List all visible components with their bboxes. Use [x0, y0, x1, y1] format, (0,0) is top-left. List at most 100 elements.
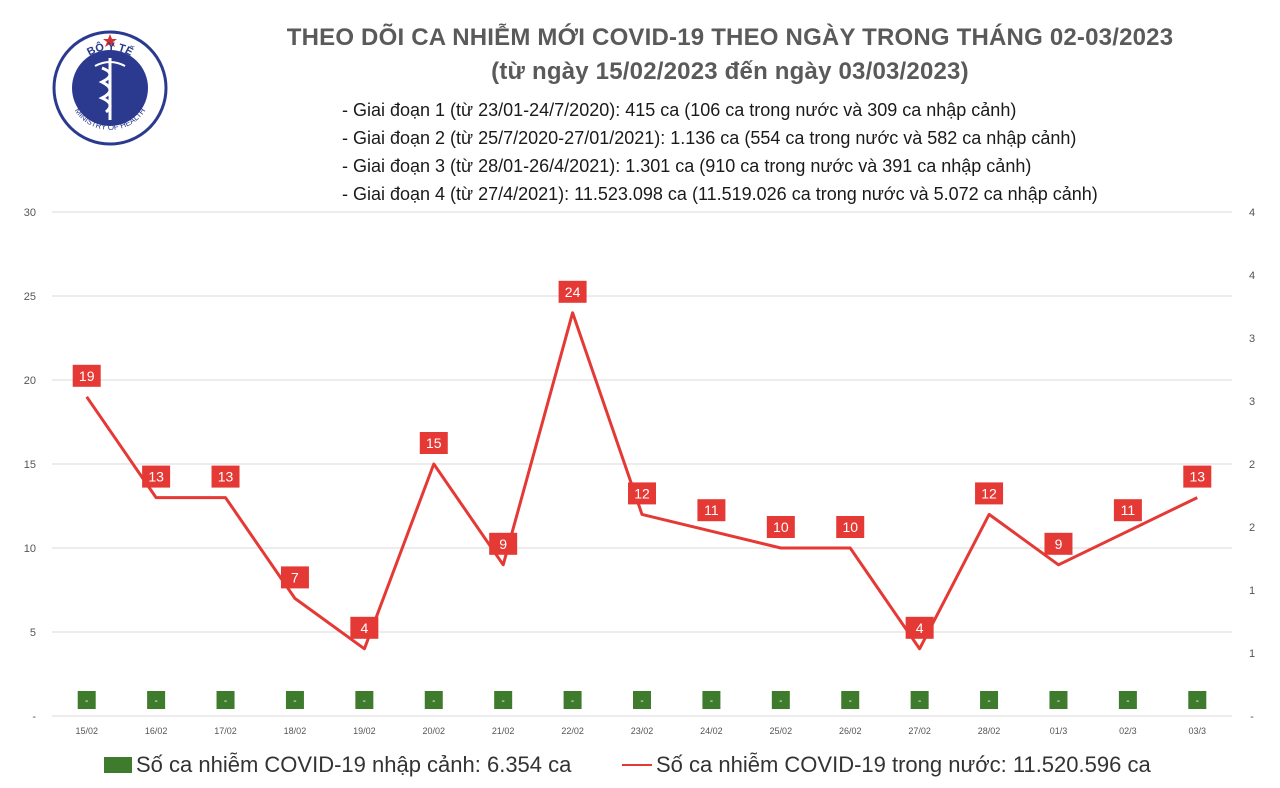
data-label-box: [419, 432, 448, 454]
x-axis: 15/02 16/02 17/02 18/02 19/02 20/02 21/02 22/02…: [75, 726, 1206, 736]
data-label: 13: [211, 465, 240, 488]
import-marker: [563, 691, 582, 709]
import-marker: [77, 691, 96, 709]
import-value-label: -: [154, 696, 157, 707]
y-axis-left: 30 25 20 15 10 5 -: [24, 207, 37, 723]
import-marker: [910, 691, 929, 709]
stage-note-2: - Giai đoạn 2 (từ 25/7/2020-27/01/2021):…: [342, 128, 1077, 148]
y-right-tick: 1: [1249, 648, 1255, 660]
legend-domestic-swatch: [622, 764, 652, 766]
legend-domestic-label: Số ca nhiễm COVID-19 trong nước: 11.520.…: [656, 752, 1151, 777]
svg-text:BỘ Y TẾ: BỘ Y TẾ: [85, 40, 135, 58]
data-label-box: [1113, 499, 1142, 522]
data-label-text: 12: [981, 485, 997, 501]
import-value-label: -: [85, 696, 88, 707]
y-right-tick: 2: [1249, 522, 1255, 534]
data-label-box: [558, 280, 587, 303]
data-label-text: 13: [218, 469, 234, 485]
data-label: 24: [558, 280, 587, 303]
x-tick-label: 20/02: [422, 726, 445, 736]
x-tick-label: 18/02: [284, 726, 307, 736]
x-tick-label: 19/02: [353, 726, 376, 736]
y-right-tick: 2: [1249, 459, 1255, 471]
stage-note-3: - Giai đoạn 3 (từ 28/01-26/4/2021): 1.30…: [342, 156, 1032, 176]
import-value-label: -: [779, 696, 782, 707]
data-label: 7: [280, 566, 309, 589]
import-marker: [771, 691, 790, 709]
import-marker: [355, 691, 374, 709]
data-labels: 19 13 13 7 4 15 9 24 12 11 10 10 4 12 9 11 13: [72, 280, 1212, 639]
import-value-label: -: [432, 696, 435, 707]
domestic-line: [85, 311, 1198, 651]
data-label-box: [211, 465, 240, 488]
data-label-text: 9: [1055, 536, 1063, 552]
x-tick-label: 26/02: [839, 726, 862, 736]
import-marker: [841, 691, 860, 709]
x-tick-label: 27/02: [908, 726, 931, 736]
data-label: 9: [1044, 532, 1073, 555]
x-tick-label: 24/02: [700, 726, 723, 736]
import-marker: [1049, 691, 1068, 709]
data-label-box: [905, 616, 934, 639]
import-value-label: -: [224, 696, 227, 707]
chart-title: THEO DÕI CA NHIỄM MỚI COVID-19 THEO NGÀY…: [286, 24, 1174, 51]
data-label-text: 19: [79, 368, 95, 384]
data-label-box: [1044, 532, 1073, 555]
data-label-box: [489, 532, 518, 555]
y-left-tick: 25: [24, 291, 36, 303]
domestic-series: [85, 311, 1198, 651]
y-right-tick: 4: [1249, 270, 1255, 282]
data-label-text: 11: [1121, 502, 1136, 518]
legend-import-swatch: [104, 757, 132, 773]
y-axis-right: 4 4 3 3 2 2 1 1 -: [1249, 207, 1255, 723]
y-right-tick: 3: [1249, 333, 1255, 345]
import-value-label: -: [293, 696, 296, 707]
x-tick-label: 25/02: [770, 726, 793, 736]
data-label: 15: [419, 432, 448, 454]
data-label-box: [628, 482, 656, 505]
stage-notes: - Giai đoạn 1 (từ 23/01-24/7/2020): 415 …: [342, 96, 1098, 208]
data-label-box: [280, 566, 309, 589]
stage-note-4: - Giai đoạn 4 (từ 27/4/2021): 11.523.098…: [342, 184, 1098, 204]
legend-import-label: Số ca nhiễm COVID-19 nhập cảnh: 6.354 ca: [136, 752, 572, 777]
data-label-text: 12: [634, 485, 650, 501]
y-left-tick: 5: [30, 627, 36, 639]
import-marker: [1118, 691, 1137, 709]
data-label: 9: [489, 532, 518, 555]
data-label-box: [766, 516, 795, 538]
x-tick-label: 22/02: [561, 726, 584, 736]
data-label-text: 11: [704, 502, 719, 518]
data-label-text: 13: [148, 469, 164, 485]
y-left-tick: 10: [24, 543, 36, 555]
x-tick-label: 28/02: [978, 726, 1001, 736]
x-tick-label: 02/3: [1119, 726, 1137, 736]
import-marker: [147, 691, 166, 709]
y-right-tick: -: [1250, 711, 1254, 723]
legend-import: Số ca nhiễm COVID-19 nhập cảnh: 6.354 ca: [104, 752, 571, 778]
data-label-box: [697, 499, 726, 522]
import-markers: -----------------: [77, 691, 1207, 709]
data-label-text: 24: [565, 284, 581, 300]
import-marker: [1188, 691, 1207, 709]
import-value-label: -: [987, 696, 990, 707]
y-left-tick: -: [32, 711, 36, 723]
chart-subtitle: (từ ngày 15/02/2023 đến ngày 03/03/2023): [491, 58, 969, 85]
import-value-label: -: [918, 696, 921, 707]
data-label: 12: [628, 482, 656, 505]
y-right-tick: 1: [1249, 585, 1255, 597]
y-left-tick: 15: [24, 459, 36, 471]
data-label: 11: [1113, 499, 1142, 522]
data-label-text: 4: [360, 620, 368, 636]
import-value-label: -: [849, 696, 852, 707]
x-tick-label: 17/02: [214, 726, 237, 736]
import-marker: [494, 691, 513, 709]
data-label-box: [975, 482, 1004, 505]
data-label: 11: [697, 499, 726, 522]
x-tick-label: 16/02: [145, 726, 168, 736]
import-marker: [980, 691, 999, 709]
data-label: 19: [72, 364, 101, 387]
logo-top-text: BỘ Y TẾ: [85, 40, 135, 58]
x-tick-label: 15/02: [75, 726, 98, 736]
data-label-box: [350, 616, 379, 639]
